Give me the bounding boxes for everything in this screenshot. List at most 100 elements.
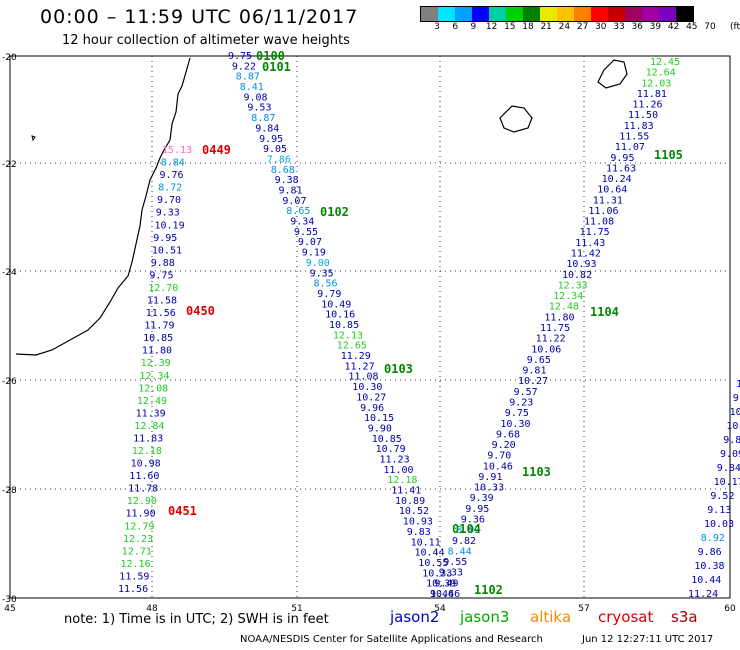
wave-height-label: 10 bbox=[736, 379, 740, 390]
legend-item-jason3: jason3 bbox=[460, 608, 510, 626]
wave-height-label: 11.59 bbox=[119, 572, 149, 583]
y-tick-label: -22 bbox=[2, 160, 17, 170]
color-scale-tick: 36 bbox=[631, 22, 643, 32]
wave-height-label: 10.93 bbox=[403, 517, 433, 528]
wave-height-label: 8.87 bbox=[251, 113, 275, 124]
wave-height-label: 12.84 bbox=[134, 421, 164, 432]
wave-height-label: 8.87 bbox=[236, 72, 260, 83]
wave-height-label: 9.65 bbox=[527, 355, 551, 366]
wave-height-label: 9.36 bbox=[461, 515, 485, 526]
color-scale-swatch bbox=[438, 7, 455, 21]
wave-height-label: 11.80 bbox=[142, 346, 172, 357]
wave-height-label: 8.92 bbox=[456, 525, 480, 536]
wave-height-label: 8.44 bbox=[448, 546, 472, 557]
color-scale-tick: 15 bbox=[504, 22, 516, 32]
wave-height-label: 10.55 bbox=[418, 558, 448, 569]
wave-height-label: 11.90 bbox=[126, 509, 156, 520]
wave-height-label: 9.81 bbox=[522, 366, 546, 377]
wave-height-label: 11.78 bbox=[128, 484, 158, 495]
wave-height-label: 8.92 bbox=[701, 533, 725, 544]
wave-height-label: 9.68 bbox=[496, 429, 520, 440]
wave-height-label: 11.42 bbox=[571, 249, 601, 260]
pass-time-0101: 0101 bbox=[262, 60, 291, 74]
wave-height-label: 10.52 bbox=[399, 506, 429, 517]
wave-height-label: 10.24 bbox=[602, 174, 632, 185]
color-scale-tick: 3 bbox=[434, 22, 440, 32]
wave-height-label: 10.03 bbox=[704, 519, 734, 530]
wave-height-label: 12.13 bbox=[333, 330, 363, 341]
wave-height-label: 12.49 bbox=[137, 396, 167, 407]
wave-height-label: 11.00 bbox=[383, 465, 413, 476]
wave-height-label: 9.83 bbox=[407, 527, 431, 538]
wave-height-label: 12.71 bbox=[122, 546, 152, 557]
color-scale-tick: 39 bbox=[649, 22, 662, 32]
wave-height-label: 11.75 bbox=[540, 323, 570, 334]
wave-height-label: 9.81 bbox=[279, 186, 303, 197]
wave-height-label: 9.35 bbox=[310, 268, 334, 279]
wave-height-label: 9.33 bbox=[439, 568, 463, 579]
x-tick-label: 48 bbox=[146, 604, 158, 614]
wave-height-label: 9.84 bbox=[255, 123, 279, 134]
wave-height-label: 11.75 bbox=[580, 227, 610, 238]
wave-height-label: 9.70 bbox=[157, 195, 181, 206]
wave-height-label: 9.38 bbox=[275, 175, 299, 186]
color-scale-tick: 27 bbox=[576, 22, 589, 32]
y-tick-label: -20 bbox=[2, 53, 17, 63]
wave-height-label: 10.82 bbox=[562, 270, 592, 281]
wave-height-label: 10.64 bbox=[597, 185, 627, 196]
color-scale-tick: 30 bbox=[595, 22, 607, 32]
wave-height-label: 12.39 bbox=[141, 358, 171, 369]
wave-height-label: 10.16 bbox=[325, 310, 355, 321]
pass-time-0451: 0451 bbox=[168, 504, 197, 518]
y-tick-label: -30 bbox=[2, 595, 17, 605]
wave-height-label: 10.85 bbox=[372, 434, 402, 445]
wave-height-label: 9.76 bbox=[160, 170, 184, 181]
color-scale-tick: 9 bbox=[470, 22, 477, 32]
wave-height-label: 11.58 bbox=[147, 296, 177, 307]
color-scale-ticks: 3 6 9 12 15 18 21 24 27 30 33 36 39 42 45 70 bbox=[420, 22, 730, 34]
wave-height-label: 11.55 bbox=[619, 132, 649, 143]
color-scale-swatch bbox=[574, 7, 591, 21]
wave-height-label: 9.53 bbox=[247, 103, 271, 114]
color-scale-tick: 24 bbox=[558, 22, 571, 32]
wave-height-label: 10.46 bbox=[430, 589, 460, 600]
wave-height-label: 11.39 bbox=[136, 408, 166, 419]
color-scale-swatch bbox=[557, 7, 574, 21]
color-scale-swatch bbox=[506, 7, 523, 21]
color-scale-tick: 6 bbox=[452, 22, 459, 32]
color-scale-swatch bbox=[625, 7, 642, 21]
footer-timestamp: Jun 12 12:27:11 UTC 2017 bbox=[582, 634, 714, 645]
wave-height-label: 9.95 bbox=[610, 153, 634, 164]
wave-height-label: 9.95 bbox=[153, 233, 177, 244]
color-scale-tick: 21 bbox=[540, 22, 552, 32]
wave-height-label: 11.56 bbox=[118, 584, 148, 595]
wave-height-label: 11.29 bbox=[341, 351, 371, 362]
wave-height-label: 9.07 bbox=[298, 237, 322, 248]
x-tick-label: 45 bbox=[4, 604, 15, 614]
wave-height-label: 10.0 bbox=[730, 407, 740, 418]
wave-height-label: 9.57 bbox=[514, 387, 538, 398]
wave-height-label: 11.31 bbox=[593, 195, 623, 206]
wave-height-label: 12.45 bbox=[650, 57, 680, 68]
color-scale-unit: (ft) bbox=[730, 22, 740, 32]
page-title: 00:00 – 11:59 UTC 06/11/2017 bbox=[40, 6, 359, 28]
x-tick-label: 54 bbox=[434, 604, 446, 614]
wave-height-label: 12.08 bbox=[138, 383, 168, 394]
wave-height-label: 12.03 bbox=[641, 78, 671, 89]
color-scale-tick: 18 bbox=[522, 22, 534, 32]
wave-height-label: 9.75 bbox=[149, 270, 173, 281]
wave-height-label: 8.84 bbox=[161, 158, 185, 169]
pass-time-1105: 1105 bbox=[654, 148, 683, 162]
legend-item-altika: altika bbox=[530, 608, 572, 626]
wave-height-label: 10.85 bbox=[143, 333, 173, 344]
color-scale-tick: 12 bbox=[485, 22, 498, 32]
wave-height-label: 9.13 bbox=[707, 505, 731, 516]
wave-height-label: 9.75 bbox=[505, 408, 529, 419]
wave-height-label: 10.38 bbox=[694, 561, 724, 572]
color-scale-bar bbox=[420, 6, 694, 22]
wave-height-label: 10.27 bbox=[356, 392, 386, 403]
wave-height-label: 10.79 bbox=[376, 444, 406, 455]
wave-height-label: 9.49 bbox=[434, 578, 458, 589]
color-scale-swatch bbox=[489, 7, 506, 21]
wave-height-label: 11.50 bbox=[628, 110, 658, 121]
